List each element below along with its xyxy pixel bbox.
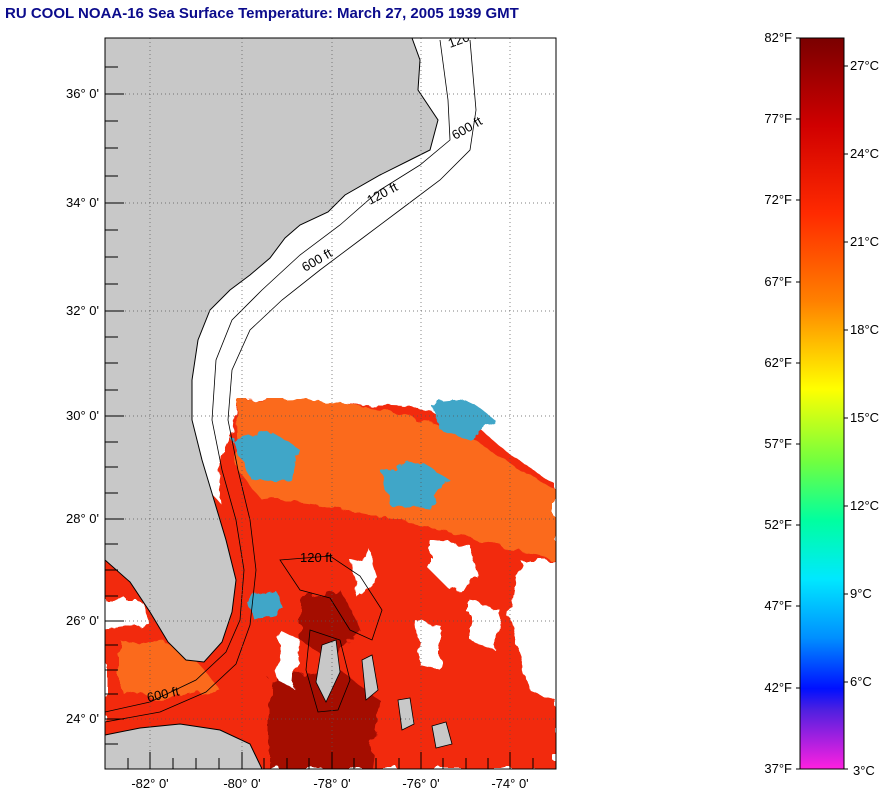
cloud-patch-4	[510, 560, 556, 700]
lat-label-36: 36° 0'	[66, 86, 99, 101]
colorbar-f-label: 57°F	[764, 436, 792, 451]
lat-label-32: 32° 0'	[66, 303, 99, 318]
depth-contours	[105, 39, 477, 723]
lat-label-26: 26° 0'	[66, 613, 99, 628]
colorbar-c-label: 9°C	[850, 586, 872, 601]
sst-cool-patch-2	[380, 460, 450, 510]
colorbar-f-label: 62°F	[764, 355, 792, 370]
colorbar-c-label: 24°C	[850, 146, 879, 161]
sst-hot-core-2	[300, 590, 360, 660]
cloud-patch-2	[350, 550, 380, 600]
lon-ticks	[127, 752, 534, 769]
colorbar-f-label: 52°F	[764, 517, 792, 532]
cloud-patch-7	[105, 600, 150, 630]
sst-cool-patch-3	[430, 400, 495, 440]
lon-label-74: -74° 0'	[491, 776, 528, 791]
lat-ticks	[105, 66, 124, 745]
lon-label-80: -80° 0'	[223, 776, 260, 791]
land-us-southeast	[105, 38, 439, 663]
sst-cool-patch-4	[245, 590, 285, 620]
lat-label-28: 28° 0'	[66, 511, 99, 526]
colorbar-f-label: 47°F	[764, 598, 792, 613]
colorbar-f-label: 67°F	[764, 274, 792, 289]
lon-label-78: -78° 0'	[313, 776, 350, 791]
colorbar-f-label: 77°F	[764, 111, 792, 126]
map-plot-area: 120 ft 600 ft 120 ft 600 ft 120 ft 600 f…	[105, 38, 556, 769]
lon-label-82: -82° 0'	[131, 776, 168, 791]
colorbar-f-label: 82°F	[764, 30, 792, 45]
sst-mid-patch	[120, 640, 220, 700]
depth-label: 120 ft	[300, 550, 333, 565]
colorbar-ticks	[796, 37, 848, 770]
colorbar-c-label: 12°C	[850, 498, 879, 513]
lat-label-30: 30° 0'	[66, 408, 99, 423]
sst-field	[105, 398, 556, 769]
land-cuba	[105, 723, 263, 769]
sst-cool-patch	[232, 430, 300, 480]
lat-label-34: 34° 0'	[66, 195, 99, 210]
lat-labels: 36° 0' 34° 0' 32° 0' 30° 0' 28° 0' 26° 0…	[66, 86, 99, 726]
colorbar-f-label: 72°F	[764, 192, 792, 207]
map-frame	[104, 37, 557, 770]
cloud-patch	[430, 540, 480, 590]
colorbar-c-label: 3°C	[853, 763, 875, 778]
colorbar-c-label: 27°C	[850, 58, 879, 73]
lon-label-76: -76° 0'	[402, 776, 439, 791]
colorbar-f-label: 37°F	[764, 761, 792, 776]
cloud-patch-6	[278, 630, 300, 690]
colorbar-f-label: 42°F	[764, 680, 792, 695]
colorbar-c-label: 18°C	[850, 322, 879, 337]
lon-labels: -82° 0' -80° 0' -78° 0' -76° 0' -74° 0'	[131, 776, 528, 791]
land-bahamas	[315, 639, 453, 749]
colorbar-c-label: 6°C	[850, 674, 872, 689]
depth-label: 600 ft	[146, 683, 181, 705]
colorbar-c-label: 15°C	[850, 410, 879, 425]
map-title: RU COOL NOAA-16 Sea Surface Temperature:…	[5, 5, 519, 22]
lat-label-24: 24° 0'	[66, 711, 99, 726]
cloud-patch-5	[415, 620, 440, 670]
temperature-colorbar: 82°F 77°F 72°F 67°F 62°F 57°F 52°F 47°F …	[764, 30, 879, 778]
colorbar-gradient	[799, 37, 845, 770]
colorbar-c-label: 21°C	[850, 234, 879, 249]
cloud-patch-3	[470, 600, 500, 650]
sst-hot-core	[270, 670, 380, 769]
